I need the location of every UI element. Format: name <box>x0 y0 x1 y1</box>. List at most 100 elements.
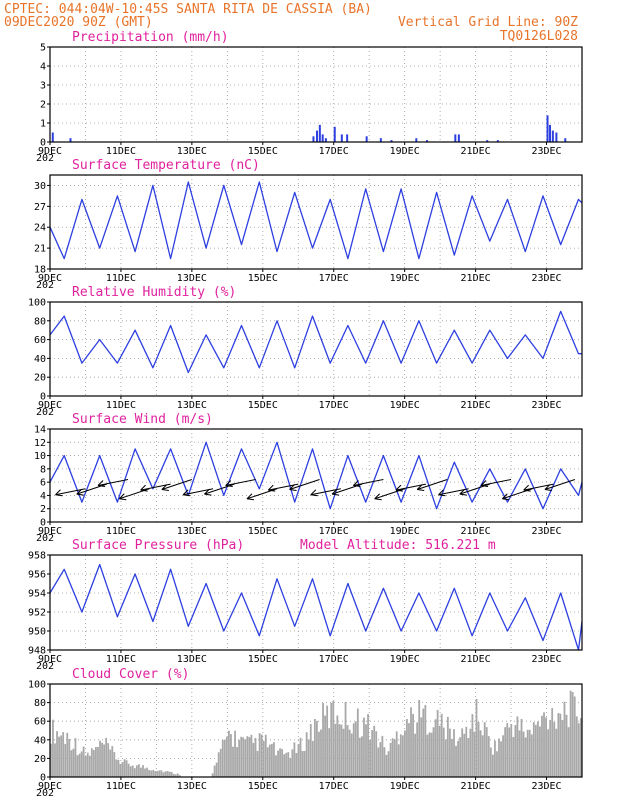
cloud-bar <box>575 716 578 777</box>
x-tick-label: 23DEC <box>531 146 561 157</box>
cloud-bar <box>332 700 335 777</box>
x-tick-label: 21DEC <box>461 654 491 665</box>
cloud-bar <box>68 738 71 777</box>
x-tick-label: 13DEC <box>177 400 207 411</box>
cloud-bar <box>483 722 486 777</box>
cloud-bar <box>176 773 179 777</box>
series-line <box>49 310 582 374</box>
cloud-bar <box>446 716 449 777</box>
x-tick-label: 17DEC <box>319 146 349 157</box>
cloud-bar <box>346 725 349 777</box>
precip-bar <box>321 134 324 142</box>
cloud-bar <box>158 770 161 777</box>
precip-bar <box>340 134 343 142</box>
cloud-bar <box>324 715 326 777</box>
wind-arrowhead <box>374 493 382 501</box>
cloud-bar <box>144 768 146 777</box>
cloud-bar <box>168 771 171 777</box>
x-tick-label: 11DEC <box>106 781 136 792</box>
y-tick-label: 3 <box>40 81 46 92</box>
cloud-bar <box>348 729 351 777</box>
y-tick-label: 4 <box>40 62 46 73</box>
panel-temp: 18 21 24 27 30 9DEC 11DEC 13DEC 15DEC 17DEC 19DEC 2… <box>34 158 583 291</box>
y-tick-label: 956 <box>28 570 46 581</box>
cloud-bar <box>156 771 159 777</box>
x-tick-label: 19DEC <box>390 526 420 537</box>
y-tick-label: 12 <box>34 438 46 449</box>
header-grid-note: Vertical Grid Line: 90Z <box>398 15 578 30</box>
cloud-bar <box>373 725 376 777</box>
wind-arrowhead <box>523 484 531 492</box>
cloud-bar <box>74 738 77 777</box>
wind-arrowhead <box>438 489 446 497</box>
x-tick-label: 11DEC <box>106 273 136 284</box>
wind-arrowhead <box>204 488 212 496</box>
cloud-bar <box>528 729 531 777</box>
cloud-bar <box>401 735 404 777</box>
cloud-bar <box>573 696 576 777</box>
cloud-bar <box>377 747 380 777</box>
cloud-bar <box>406 718 408 777</box>
cloud-bar <box>84 755 87 777</box>
x-year-label: 202 <box>36 407 54 418</box>
cloud-bar <box>154 771 157 777</box>
y-tick-label: 60 <box>34 717 46 728</box>
y-tick-label: 80 <box>34 698 46 709</box>
cloud-bar <box>238 739 241 777</box>
wind-arrow <box>97 478 129 486</box>
cloud-bar <box>140 767 142 777</box>
cloud-bar <box>211 773 214 777</box>
x-tick-label: 21DEC <box>461 146 491 157</box>
cloud-bar <box>101 742 103 777</box>
cloud-bar <box>549 719 552 777</box>
cloud-bar <box>543 712 545 777</box>
x-tick-label: 23DEC <box>531 781 561 792</box>
wind-arrow <box>289 479 320 490</box>
cloud-bar <box>424 705 427 777</box>
wind-arrowhead <box>140 484 148 492</box>
cloud-bar <box>62 732 65 777</box>
cloud-bar <box>148 769 151 777</box>
cloud-bar <box>563 701 566 777</box>
cloud-bar <box>313 719 316 777</box>
cloud-bar <box>383 747 386 777</box>
y-tick-label: 950 <box>28 627 46 638</box>
x-tick-label: 17DEC <box>319 273 349 284</box>
cloud-bar <box>295 753 298 777</box>
panel-precip: 0 1 2 3 4 5 9DEC 11DEC 13DEC 15DEC 17DEC 19DEC 21DEC… <box>36 30 583 164</box>
x-tick-label: 17DEC <box>319 400 349 411</box>
cloud-bar <box>86 752 89 777</box>
precip-bar <box>316 130 318 142</box>
cloud-bar <box>430 732 433 777</box>
cloud-bar <box>534 724 537 777</box>
cloud-bar <box>326 705 329 777</box>
cloud-bar <box>340 724 343 777</box>
y-tick-label: 24 <box>34 223 46 234</box>
cloud-bar <box>508 727 511 777</box>
cloud-bar <box>467 737 470 777</box>
cloud-bar <box>553 722 556 777</box>
cloud-bar <box>279 748 281 777</box>
cloud-bar <box>569 690 572 777</box>
cloud-bar <box>115 759 118 777</box>
cloud-bar <box>92 749 95 777</box>
cloud-bar <box>311 740 314 777</box>
cloud-bar <box>125 760 128 777</box>
cloud-bar <box>422 708 425 777</box>
y-tick-label: 30 <box>34 181 46 192</box>
wind-arrowhead <box>480 480 489 487</box>
cloud-bar <box>88 755 91 777</box>
cloud-bar <box>164 771 167 777</box>
cloud-bar <box>494 740 496 777</box>
x-tick-label: 13DEC <box>177 146 207 157</box>
cloud-bar <box>475 698 478 777</box>
cloud-bar <box>436 709 439 777</box>
cloud-bar <box>381 735 384 777</box>
cloud-bar <box>451 738 453 777</box>
cloud-bar <box>375 731 378 777</box>
cloud-bar <box>117 759 120 777</box>
cloud-bar <box>111 746 114 777</box>
cloud-bar <box>293 742 296 777</box>
wind-arrowhead <box>544 484 552 491</box>
cloud-bar <box>551 708 554 777</box>
